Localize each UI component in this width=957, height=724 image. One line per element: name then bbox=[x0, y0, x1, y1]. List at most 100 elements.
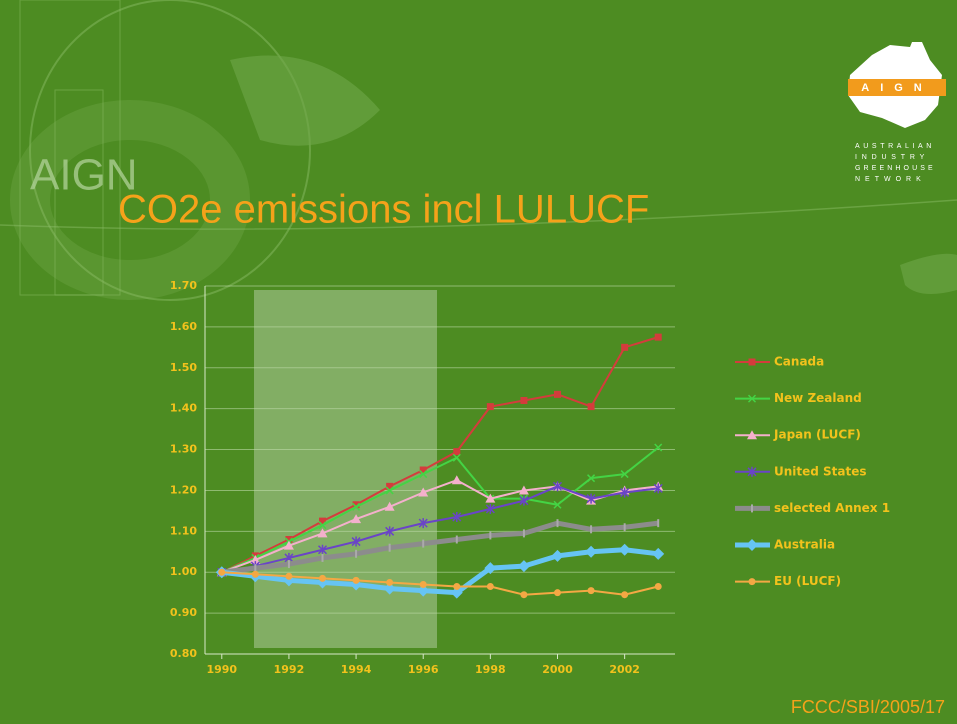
marker bbox=[652, 547, 665, 560]
marker bbox=[748, 578, 756, 586]
marker bbox=[623, 523, 626, 532]
marker bbox=[621, 591, 629, 599]
legend-label: Japan (LUCF) bbox=[773, 428, 861, 442]
marker bbox=[319, 517, 326, 525]
marker bbox=[422, 539, 425, 548]
marker bbox=[747, 394, 757, 403]
marker bbox=[384, 501, 395, 511]
x-tick-label: 1992 bbox=[274, 663, 305, 676]
marker bbox=[317, 544, 328, 555]
map-shape bbox=[230, 55, 957, 294]
legend-label: Canada bbox=[774, 355, 824, 369]
marker bbox=[318, 521, 327, 530]
marker bbox=[484, 562, 497, 575]
marker bbox=[654, 333, 662, 341]
footer: FCCC/SBI/2005/17 bbox=[791, 697, 945, 717]
series-line bbox=[221, 485, 659, 574]
marker bbox=[590, 525, 593, 534]
marker bbox=[620, 487, 630, 498]
decoration bbox=[0, 0, 957, 301]
chart-title: CO2e emissions incl LULUCF bbox=[118, 188, 649, 232]
y-tick-label: 1.40 bbox=[170, 402, 197, 415]
marker bbox=[653, 483, 663, 494]
marker bbox=[751, 504, 753, 513]
marker bbox=[522, 529, 525, 538]
marker bbox=[319, 574, 326, 582]
marker bbox=[587, 587, 595, 595]
marker bbox=[452, 512, 462, 523]
y-tick-label: 0.90 bbox=[170, 606, 197, 619]
marker bbox=[352, 501, 360, 509]
y-tick-label: 1.00 bbox=[170, 565, 197, 578]
marker bbox=[618, 543, 631, 556]
marker bbox=[386, 578, 394, 586]
marker bbox=[418, 487, 429, 497]
y-tick-label: 1.10 bbox=[170, 524, 197, 537]
marker bbox=[485, 493, 496, 503]
marker bbox=[453, 448, 461, 456]
logo-line: NETWORK bbox=[855, 176, 926, 183]
marker bbox=[587, 474, 596, 483]
marker bbox=[654, 443, 663, 452]
plot: 0.80 0.90 1.00 1.10 1.20 1.30 1.40 1.50 1.60 1.70… bbox=[170, 279, 890, 676]
marker bbox=[553, 500, 562, 509]
logo-acronym: AIGN bbox=[861, 82, 933, 94]
marker bbox=[251, 570, 259, 578]
marker bbox=[518, 485, 529, 495]
marker bbox=[489, 531, 492, 540]
marker bbox=[419, 580, 427, 588]
marker bbox=[551, 549, 564, 562]
x-tick-label: 2000 bbox=[542, 663, 573, 676]
marker bbox=[554, 589, 561, 597]
marker bbox=[519, 495, 529, 506]
marker bbox=[747, 430, 757, 440]
marker bbox=[587, 403, 595, 411]
marker bbox=[285, 536, 293, 544]
marker bbox=[352, 576, 360, 584]
series-line bbox=[221, 520, 659, 575]
marker bbox=[452, 453, 461, 462]
marker bbox=[453, 583, 461, 591]
marker bbox=[287, 560, 290, 569]
marker bbox=[455, 535, 458, 544]
marker bbox=[419, 470, 428, 479]
marker bbox=[556, 519, 559, 528]
x-tick-label: 1994 bbox=[341, 663, 372, 676]
marker bbox=[317, 528, 328, 538]
marker bbox=[657, 519, 660, 528]
y-tick-label: 1.30 bbox=[170, 443, 197, 456]
marker bbox=[385, 526, 395, 537]
marker bbox=[352, 502, 361, 511]
marker bbox=[450, 586, 463, 599]
marker bbox=[218, 568, 226, 576]
marker bbox=[451, 475, 462, 485]
marker bbox=[620, 470, 629, 479]
marker bbox=[285, 572, 293, 580]
marker bbox=[486, 403, 494, 411]
legend-label: selected Annex 1 bbox=[774, 501, 890, 515]
logo-line: GREENHOUSE bbox=[855, 165, 936, 172]
marker bbox=[417, 584, 430, 597]
marker bbox=[418, 518, 428, 529]
legend-label: United States bbox=[774, 464, 867, 478]
marker bbox=[621, 343, 629, 351]
marker bbox=[585, 545, 598, 558]
marker bbox=[486, 583, 494, 591]
highlight-period bbox=[254, 290, 437, 648]
marker bbox=[419, 466, 427, 474]
logo-line: INDUSTRY bbox=[855, 154, 929, 161]
marker bbox=[552, 481, 563, 492]
marker bbox=[586, 493, 596, 504]
x-tick-label: 1998 bbox=[475, 663, 506, 676]
marker bbox=[383, 582, 396, 595]
y-tick-label: 1.20 bbox=[170, 483, 197, 496]
series-line bbox=[221, 479, 659, 574]
marker bbox=[254, 564, 257, 573]
marker bbox=[351, 514, 362, 524]
x-tick-label: 1990 bbox=[206, 663, 237, 676]
marker bbox=[517, 560, 530, 573]
marker bbox=[748, 358, 756, 366]
legend-label: Australia bbox=[774, 538, 835, 552]
